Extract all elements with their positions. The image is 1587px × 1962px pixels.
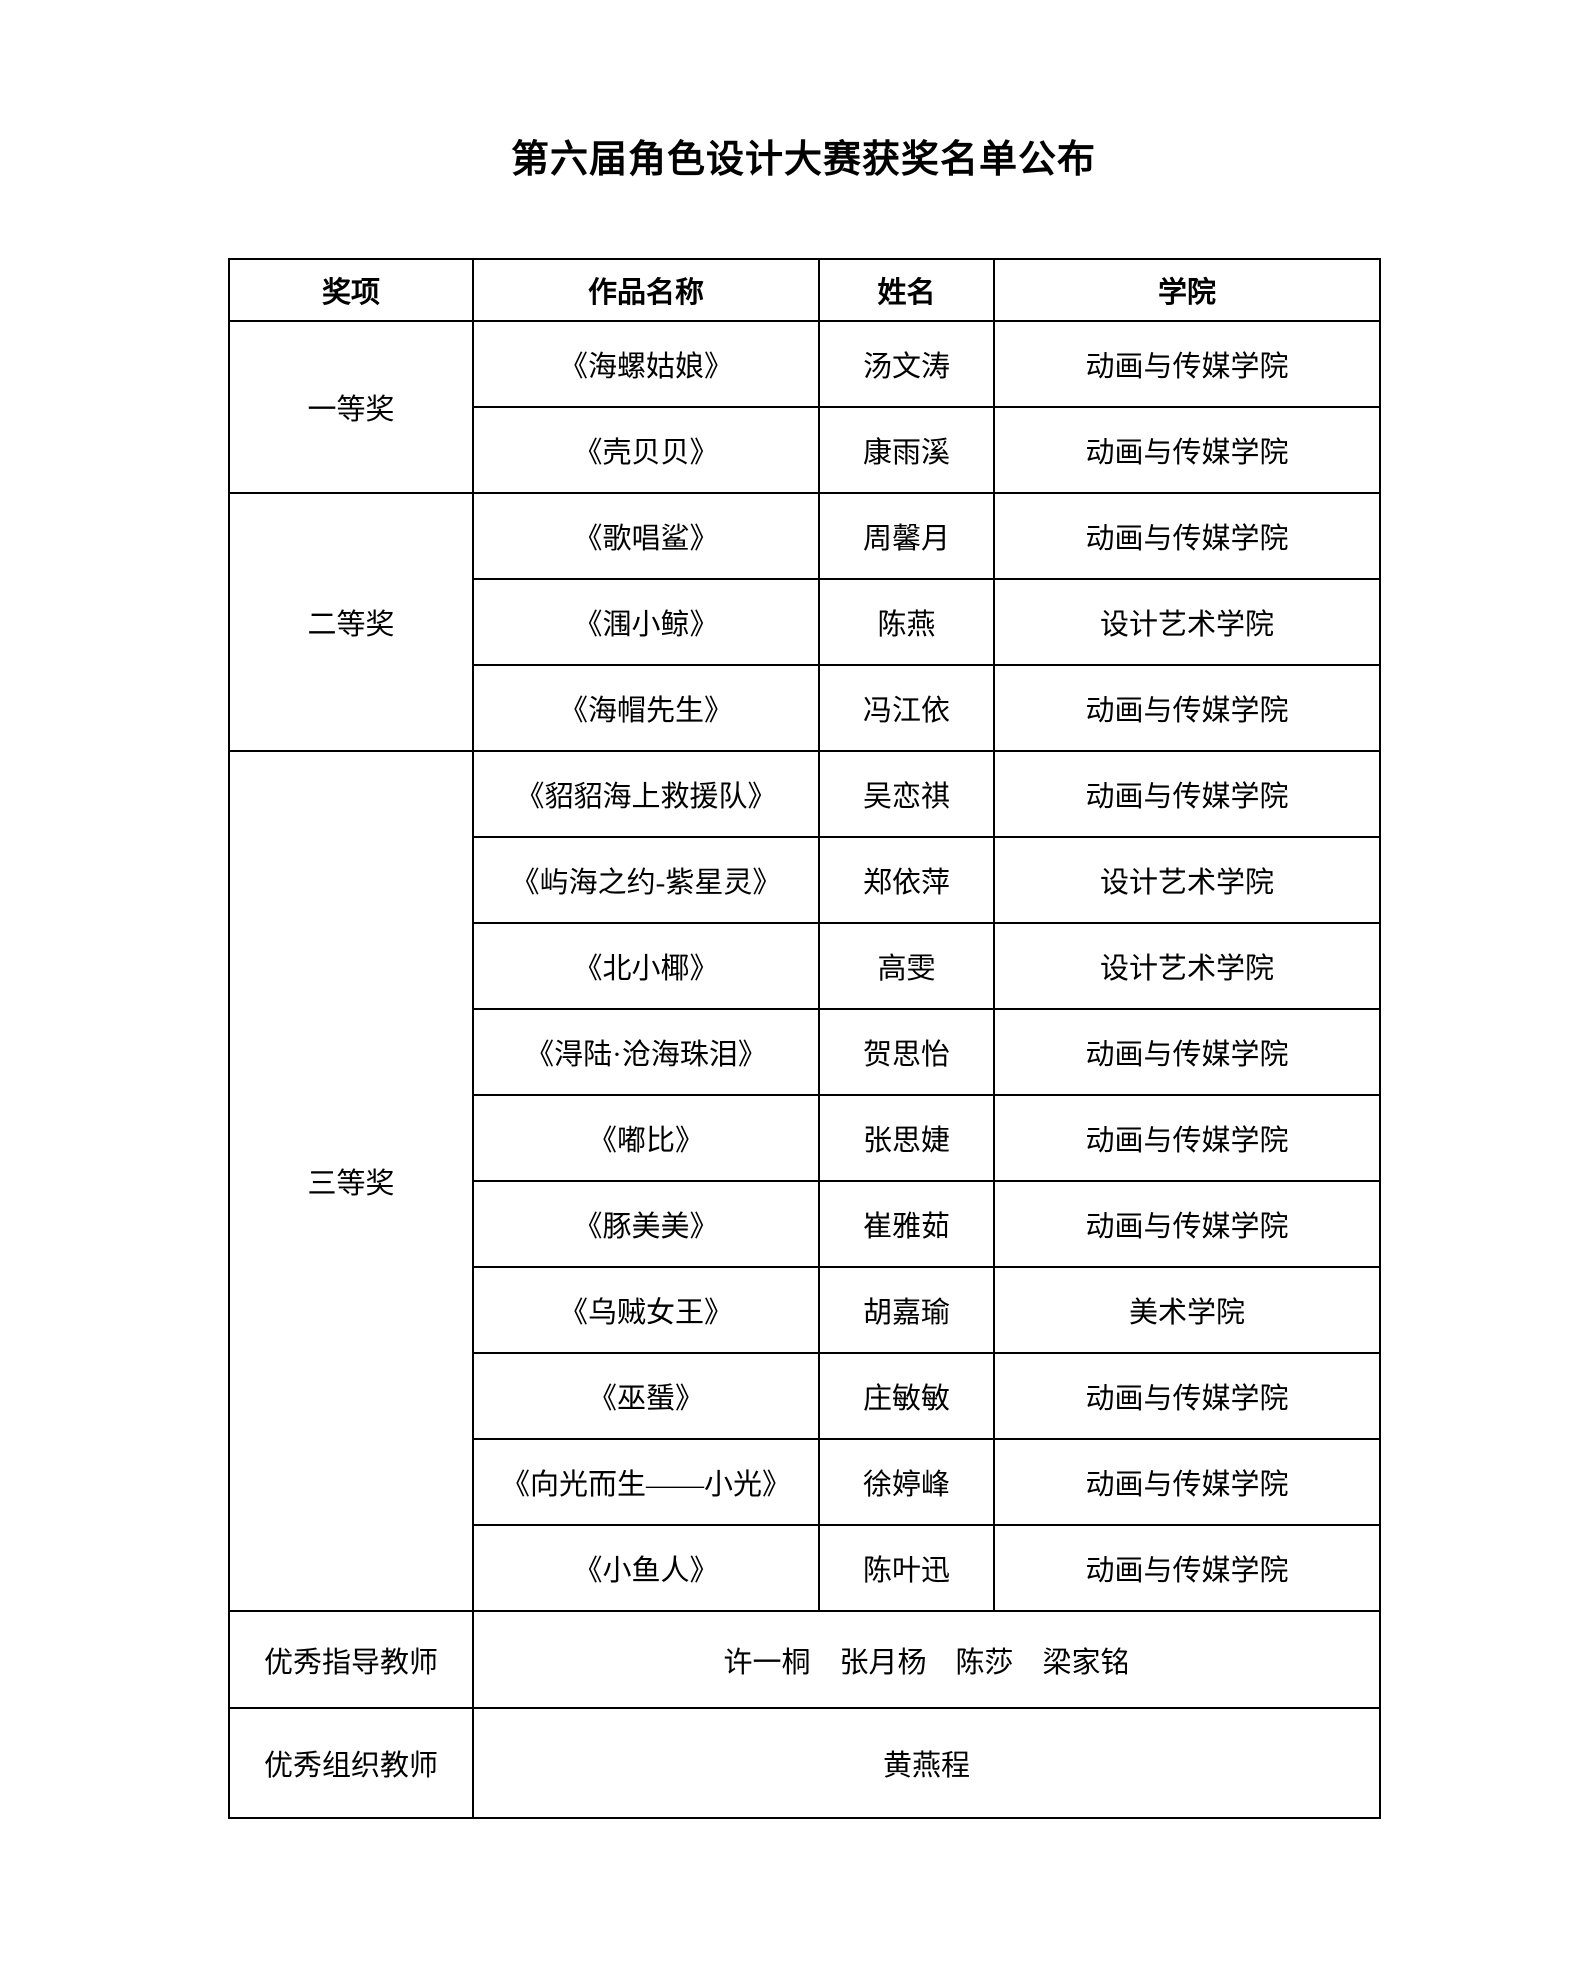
table-row: 《涠小鲸》 陈燕 设计艺术学院 — [229, 578, 1381, 666]
table-row: 《向光而生——小光》 徐婷峰 动画与传媒学院 — [229, 1438, 1381, 1526]
name-cell: 冯江依 — [818, 664, 995, 752]
table-row: 《屿海之约-紫星灵》 郑依萍 设计艺术学院 — [229, 836, 1381, 924]
table-row: 《嘟比》 张思婕 动画与传媒学院 — [229, 1094, 1381, 1182]
work-cell: 《壳贝贝》 — [472, 406, 820, 494]
college-cell: 动画与传媒学院 — [993, 406, 1381, 494]
header-cell-award: 奖项 — [228, 258, 474, 322]
award-tier-cell-third: 三等奖 — [228, 750, 474, 1612]
table-row-organizing-teacher: 优秀组织教师 黄燕程 — [228, 1707, 1381, 1819]
name-cell: 陈燕 — [818, 578, 995, 666]
page-title: 第六届角色设计大赛获奖名单公布 — [510, 139, 1096, 181]
table-row: 二等奖 《歌唱鲨》 周馨月 动画与传媒学院 — [228, 492, 1381, 752]
award-tier-cell-second: 二等奖 — [228, 492, 474, 752]
guidance-teachers-label-cell: 优秀指导教师 — [228, 1610, 474, 1709]
college-cell: 动画与传媒学院 — [993, 320, 1381, 408]
award-tier-cell-first: 一等奖 — [228, 320, 474, 494]
table-row: 一等奖 《海螺姑娘》 汤文涛 动画与传媒学院 — [228, 320, 1381, 494]
college-cell: 动画与传媒学院 — [993, 1352, 1381, 1440]
work-cell: 《嘟比》 — [472, 1094, 820, 1182]
organizing-teacher-name-cell: 黄燕程 — [472, 1707, 1381, 1819]
name-cell: 康雨溪 — [818, 406, 995, 494]
work-cell: 《貂貂海上救援队》 — [472, 750, 820, 838]
header-cell-name: 姓名 — [818, 258, 995, 322]
college-cell: 美术学院 — [993, 1266, 1381, 1354]
table-row: 《壳贝贝》 康雨溪 动画与传媒学院 — [229, 406, 1381, 494]
work-cell: 《海帽先生》 — [472, 664, 820, 752]
name-cell: 徐婷峰 — [818, 1438, 995, 1526]
work-cell: 《海螺姑娘》 — [472, 320, 820, 408]
award-winners-table: 奖项 作品名称 姓名 学院 一等奖 《海螺姑娘》 汤文涛 动画与传媒学院 《壳贝… — [228, 258, 1381, 1819]
college-cell: 动画与传媒学院 — [993, 664, 1381, 752]
work-cell: 《歌唱鲨》 — [472, 492, 820, 580]
table-row: 《淂陆·沧海珠泪》 贺思怡 动画与传媒学院 — [229, 1008, 1381, 1096]
table-row: 《豚美美》 崔雅茹 动画与传媒学院 — [229, 1180, 1381, 1268]
name-cell: 高雯 — [818, 922, 995, 1010]
table-row: 《海帽先生》 冯江依 动画与传媒学院 — [229, 664, 1381, 752]
header-cell-college: 学院 — [993, 258, 1381, 322]
college-cell: 动画与传媒学院 — [993, 1180, 1381, 1268]
college-cell: 动画与传媒学院 — [993, 750, 1381, 838]
name-cell: 汤文涛 — [818, 320, 995, 408]
name-cell: 吴恋祺 — [818, 750, 995, 838]
college-cell: 动画与传媒学院 — [993, 492, 1381, 580]
table-row: 《乌贼女王》 胡嘉瑜 美术学院 — [229, 1266, 1381, 1354]
table-row: 三等奖 《貂貂海上救援队》 吴恋祺 动画与传媒学院 — [228, 750, 1381, 1612]
table-row: 《巫蜑》 庄敏敏 动画与传媒学院 — [229, 1352, 1381, 1440]
organizing-teacher-label-cell: 优秀组织教师 — [228, 1707, 474, 1819]
name-cell: 陈叶迅 — [818, 1524, 995, 1612]
table-header-row: 奖项 作品名称 姓名 学院 — [228, 258, 1381, 322]
college-cell: 动画与传媒学院 — [993, 1524, 1381, 1612]
guidance-teachers-names-cell: 许一桐 张月杨 陈莎 梁家铭 — [472, 1610, 1381, 1709]
name-cell: 郑依萍 — [818, 836, 995, 924]
name-cell: 胡嘉瑜 — [818, 1266, 995, 1354]
name-cell: 崔雅茹 — [818, 1180, 995, 1268]
table-row-guidance-teachers: 优秀指导教师 许一桐 张月杨 陈莎 梁家铭 — [228, 1610, 1381, 1709]
college-cell: 动画与传媒学院 — [993, 1008, 1381, 1096]
college-cell: 设计艺术学院 — [993, 836, 1381, 924]
work-cell: 《涠小鲸》 — [472, 578, 820, 666]
name-cell: 贺思怡 — [818, 1008, 995, 1096]
work-cell: 《北小椰》 — [472, 922, 820, 1010]
college-cell: 动画与传媒学院 — [993, 1094, 1381, 1182]
table-row: 《北小椰》 高雯 设计艺术学院 — [229, 922, 1381, 1010]
work-cell: 《巫蜑》 — [472, 1352, 820, 1440]
name-cell: 张思婕 — [818, 1094, 995, 1182]
work-cell: 《豚美美》 — [472, 1180, 820, 1268]
name-cell: 庄敏敏 — [818, 1352, 995, 1440]
work-cell: 《屿海之约-紫星灵》 — [472, 836, 820, 924]
header-cell-work: 作品名称 — [472, 258, 820, 322]
name-cell: 周馨月 — [818, 492, 995, 580]
work-cell: 《淂陆·沧海珠泪》 — [472, 1008, 820, 1096]
work-cell: 《向光而生——小光》 — [472, 1438, 820, 1526]
work-cell: 《小鱼人》 — [472, 1524, 820, 1612]
table-row: 《小鱼人》 陈叶迅 动画与传媒学院 — [229, 1524, 1381, 1612]
college-cell: 动画与传媒学院 — [993, 1438, 1381, 1526]
work-cell: 《乌贼女王》 — [472, 1266, 820, 1354]
college-cell: 设计艺术学院 — [993, 578, 1381, 666]
college-cell: 设计艺术学院 — [993, 922, 1381, 1010]
